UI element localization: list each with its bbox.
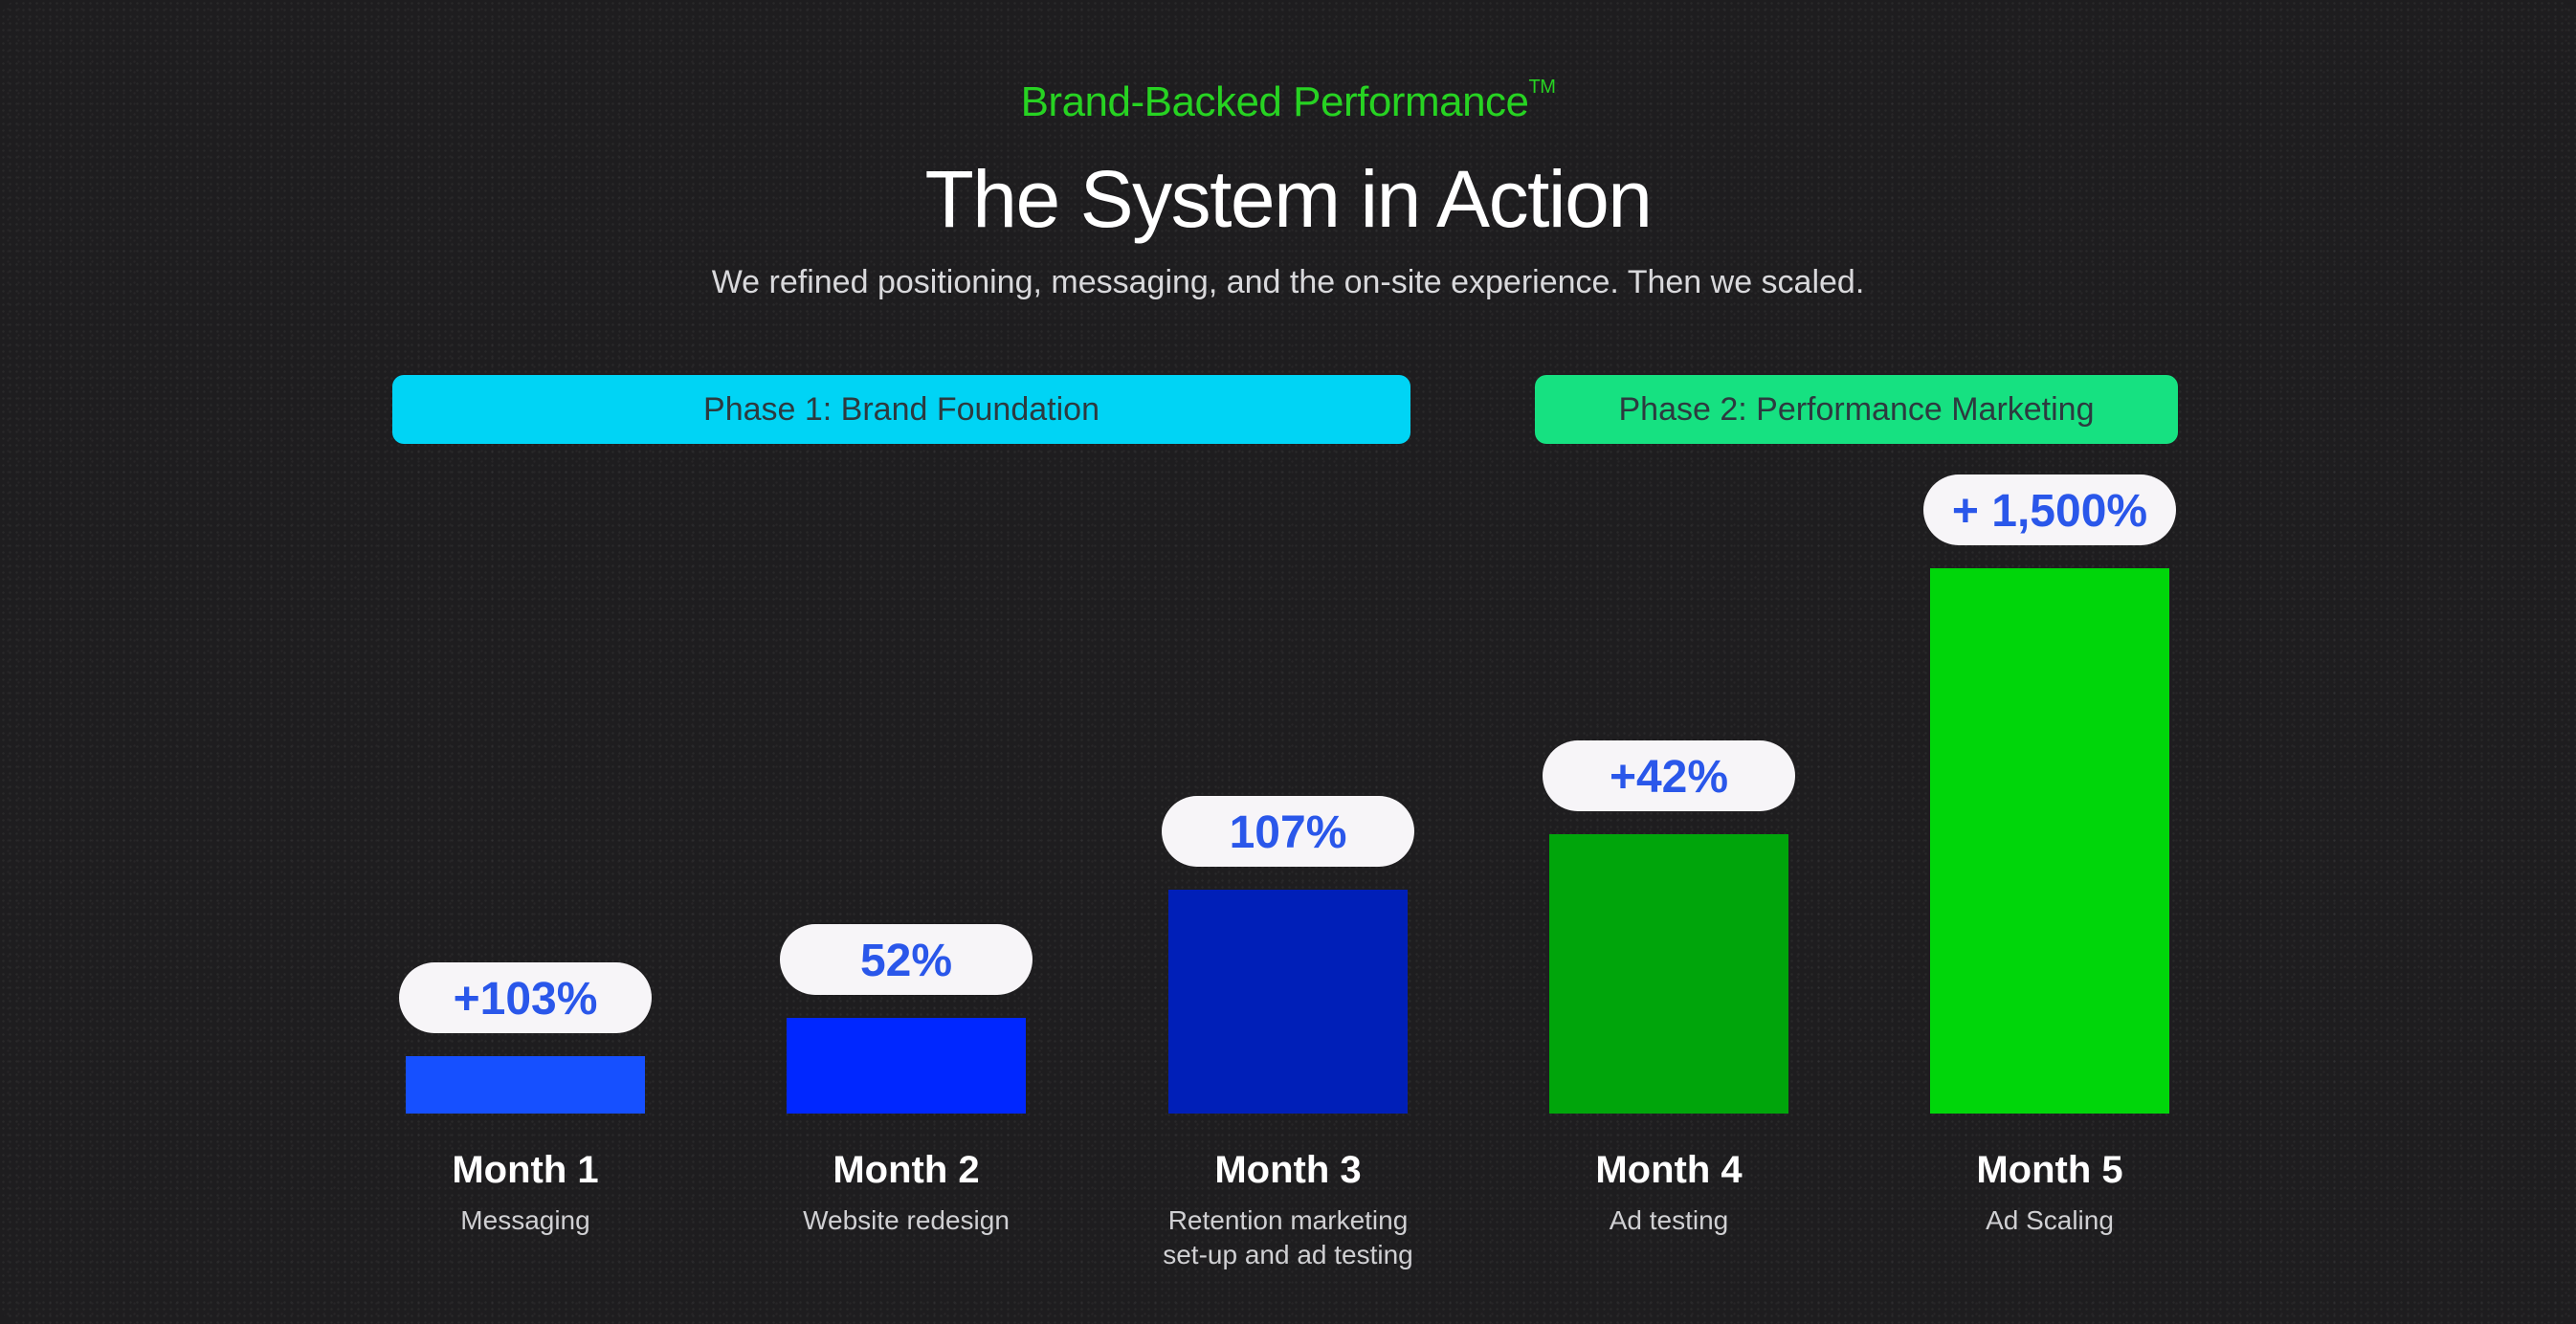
- value-pill-month-2: [780, 924, 1033, 995]
- value-pill-month-3: [1162, 796, 1414, 867]
- description-month-4: Ad testing: [1610, 1205, 1729, 1235]
- data-label-month-4: +42%: [1610, 752, 1728, 803]
- category-label-month-5: Month 5: [1976, 1149, 2122, 1191]
- bar-month-4: [1549, 834, 1788, 1114]
- value-pill-month-5: [1923, 474, 2176, 545]
- trademark-mark: TM: [1528, 77, 1556, 99]
- eyebrow-label: Brand-Backed Performance: [1020, 78, 1529, 125]
- page-subtitle: We refined positioning, messaging, and t…: [711, 264, 1865, 300]
- value-pill-month-1: [399, 962, 652, 1033]
- category-label-month-1: Month 1: [452, 1149, 598, 1191]
- data-label-month-1: +103%: [454, 974, 598, 1025]
- category-label-month-2: Month 2: [833, 1149, 979, 1191]
- phase-1-label: Phase 1: Brand Foundation: [703, 390, 1099, 428]
- description-month-5: Ad Scaling: [1986, 1205, 2114, 1235]
- phase-1-banner: Phase 1: Brand Foundation: [392, 375, 1410, 444]
- data-label-month-2: 52%: [860, 936, 952, 986]
- category-label-month-3: Month 3: [1214, 1149, 1361, 1191]
- value-pill-month-4: [1543, 740, 1795, 811]
- bar-month-5: [1930, 568, 2169, 1114]
- bar-month-2: [787, 1018, 1026, 1114]
- page-title: The System in Action: [924, 154, 1653, 244]
- description-month-3-line-2: set-up and ad testing: [1163, 1240, 1413, 1269]
- phase-2-banner: Phase 2: Performance Marketing: [1535, 375, 2178, 444]
- category-label-month-4: Month 4: [1595, 1149, 1743, 1191]
- description-month-2: Website redesign: [803, 1205, 1010, 1235]
- description-month-3: Retention marketing: [1168, 1205, 1409, 1235]
- data-label-month-5: + 1,500%: [1952, 486, 2147, 537]
- eyebrow-text: Brand-Backed PerformanceTM: [0, 77, 2576, 126]
- bar-month-1: [406, 1056, 645, 1114]
- description-month-1: Messaging: [460, 1205, 589, 1235]
- bar-month-3: [1168, 890, 1408, 1114]
- data-label-month-3: 107%: [1230, 807, 1347, 858]
- phase-2-label: Phase 2: Performance Marketing: [1618, 390, 2095, 428]
